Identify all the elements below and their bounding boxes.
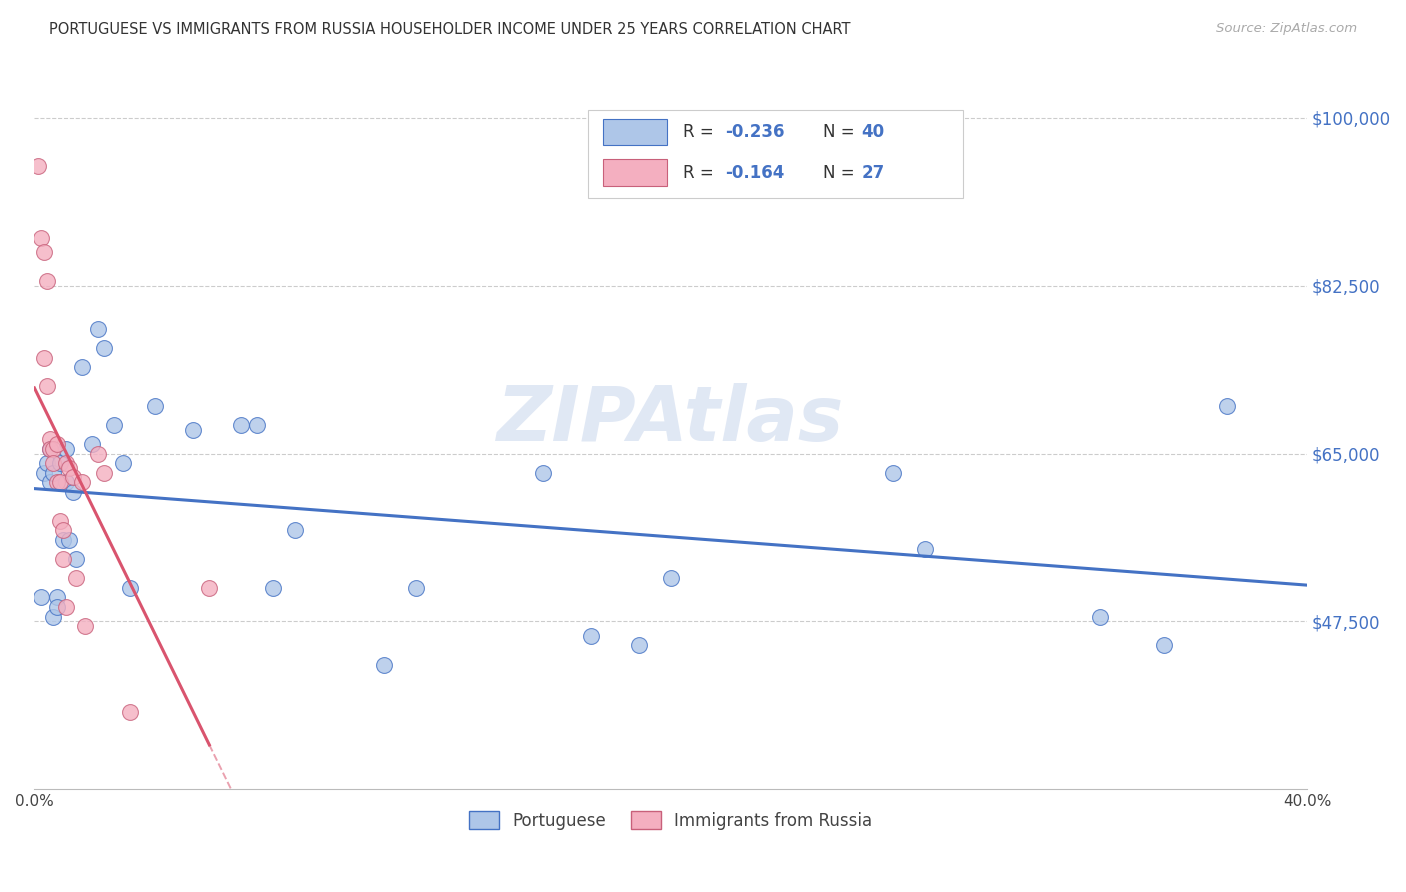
Text: 40: 40 (862, 123, 884, 141)
Point (1216, 399, 1239, 413)
FancyBboxPatch shape (603, 119, 666, 145)
Point (882, 466, 904, 480)
Point (1090, 609, 1112, 624)
Point (198, 581, 221, 595)
Point (93, 466, 115, 480)
Point (373, 657, 395, 672)
Point (143, 399, 166, 413)
Point (914, 542, 936, 557)
Point (39, 432, 62, 446)
Point (52, 523, 75, 537)
Point (37, 379, 59, 393)
Point (45, 475, 67, 490)
Point (55, 599, 77, 614)
Point (103, 417, 125, 432)
Point (1153, 638, 1175, 652)
Point (62, 470, 84, 484)
Point (87, 322, 110, 336)
Text: R =: R = (683, 123, 720, 141)
Point (27, 159, 49, 173)
Text: ZIPAtlas: ZIPAtlas (496, 383, 845, 457)
FancyBboxPatch shape (603, 160, 666, 186)
Point (32, 245, 55, 260)
Point (65, 571, 87, 585)
Point (58, 461, 80, 475)
Point (52, 552, 75, 566)
Legend: Portuguese, Immigrants from Russia: Portuguese, Immigrants from Russia (463, 805, 879, 837)
Point (231, 417, 253, 432)
Point (80, 437, 103, 451)
Text: Source: ZipAtlas.com: Source: ZipAtlas.com (1216, 22, 1357, 36)
Point (55, 456, 77, 470)
Point (55, 475, 77, 490)
Point (52, 533, 75, 547)
Point (118, 581, 141, 595)
Point (42, 442, 65, 456)
Point (39, 442, 62, 456)
Point (118, 706, 141, 720)
Point (70, 475, 93, 490)
Point (183, 423, 205, 437)
Point (42, 609, 65, 624)
Point (659, 571, 682, 585)
Text: R =: R = (683, 163, 720, 182)
Point (65, 552, 87, 566)
Text: N =: N = (824, 163, 860, 182)
Point (87, 446, 110, 460)
Point (246, 417, 269, 432)
Point (30, 230, 52, 244)
Text: PORTUGUESE VS IMMIGRANTS FROM RUSSIA HOUSEHOLDER INCOME UNDER 25 YEARS CORRELATI: PORTUGUESE VS IMMIGRANTS FROM RUSSIA HOU… (49, 22, 851, 37)
FancyBboxPatch shape (588, 110, 963, 198)
Point (49, 456, 72, 470)
Point (30, 591, 52, 605)
Point (62, 484, 84, 499)
Text: 27: 27 (862, 163, 884, 182)
Point (405, 581, 427, 595)
Point (533, 466, 555, 480)
Point (32, 466, 55, 480)
Point (49, 475, 72, 490)
Point (75, 619, 97, 633)
Point (112, 456, 135, 470)
Point (42, 466, 65, 480)
Point (45, 599, 67, 614)
Point (45, 437, 67, 451)
Text: -0.236: -0.236 (725, 123, 785, 141)
Point (70, 360, 93, 375)
Text: N =: N = (824, 123, 860, 141)
Point (579, 629, 602, 643)
Point (627, 638, 650, 652)
Point (45, 591, 67, 605)
Point (39, 442, 62, 456)
Point (55, 442, 77, 456)
Point (37, 274, 59, 288)
Point (32, 351, 55, 365)
Point (58, 533, 80, 547)
Point (39, 475, 62, 490)
Point (284, 523, 307, 537)
Text: -0.164: -0.164 (725, 163, 785, 182)
Point (93, 341, 115, 355)
Point (37, 456, 59, 470)
Point (42, 456, 65, 470)
Point (262, 581, 284, 595)
Point (49, 514, 72, 528)
